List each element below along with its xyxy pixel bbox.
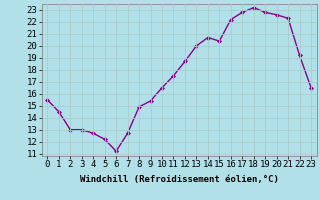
X-axis label: Windchill (Refroidissement éolien,°C): Windchill (Refroidissement éolien,°C) — [80, 175, 279, 184]
